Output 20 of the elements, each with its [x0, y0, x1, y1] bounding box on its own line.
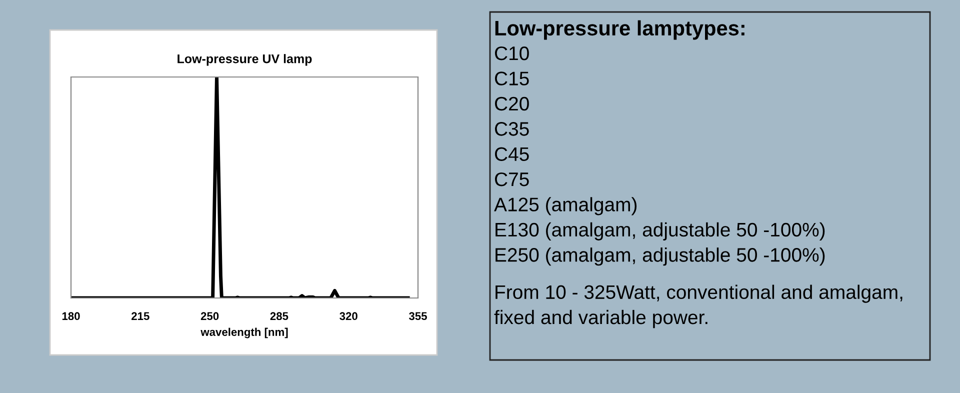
- text: A125 (amalgam): [494, 197, 637, 216]
- x-tick-label: 250: [200, 312, 219, 320]
- text: fixed and variable power.: [494, 310, 708, 328]
- text: E130 (amalgam, adjustable 50 -100%): [496, 222, 825, 240]
- x-tick-label: 320: [340, 312, 358, 320]
- x-tick-label: 215: [132, 312, 150, 320]
- text: From 10 - 325Watt, conventional and amalgam,: [496, 284, 902, 303]
- chart-title: Low-pressure UV lamp: [178, 54, 312, 66]
- x-tick-label: 180: [62, 312, 80, 320]
- text: C45: [494, 147, 529, 162]
- x-tick-label: 355: [408, 312, 427, 320]
- text: C35: [494, 122, 529, 136]
- text: C15: [494, 72, 529, 86]
- text: Low-pressure lamptypes:: [495, 20, 744, 40]
- text: C75: [494, 172, 529, 186]
- x-tick-label: 285: [270, 312, 288, 320]
- text: C10: [494, 46, 529, 60]
- text: E250 (amalgam, adjustable 50 -100%): [496, 248, 825, 266]
- text: C20: [494, 96, 529, 111]
- x-axis-title: wavelength [nm]: [200, 328, 288, 338]
